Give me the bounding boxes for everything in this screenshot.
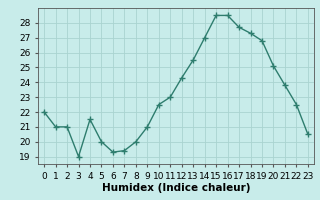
X-axis label: Humidex (Indice chaleur): Humidex (Indice chaleur) [102,183,250,193]
